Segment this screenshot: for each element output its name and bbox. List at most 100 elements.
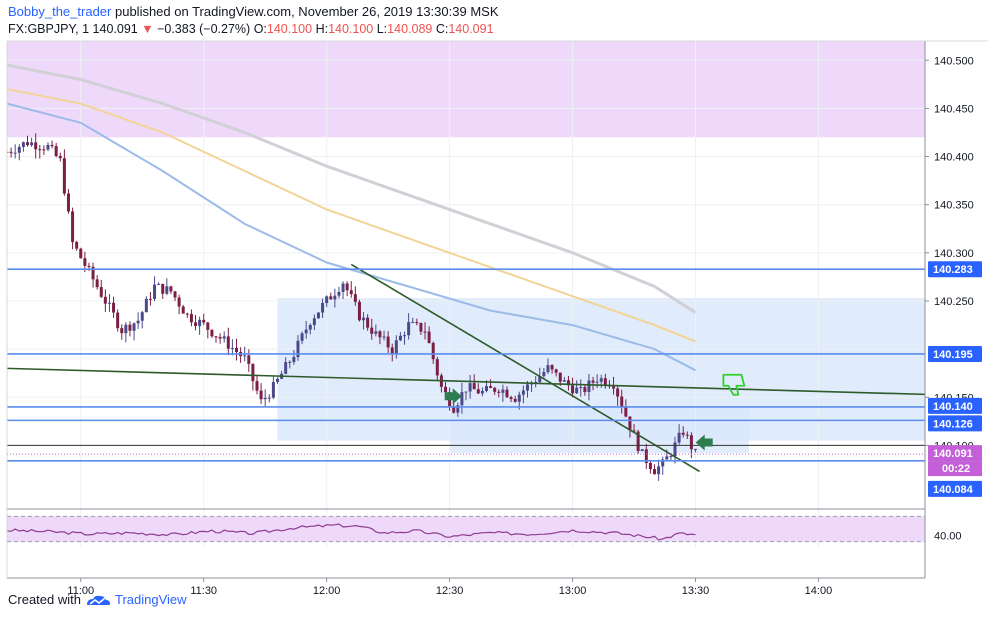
candle-body — [263, 397, 267, 400]
candle-body — [390, 347, 394, 354]
level-tag-3: 140.126 — [933, 418, 973, 430]
candle-body — [206, 322, 210, 330]
candle — [251, 363, 255, 391]
candle — [366, 314, 370, 331]
x-tick-label-5: 13:30 — [682, 585, 710, 597]
trendline-0 — [7, 367, 925, 396]
y-tick-label-5: 140.250 — [934, 296, 974, 308]
candle — [501, 384, 505, 402]
candle-body — [669, 456, 673, 458]
candle-body — [579, 387, 583, 389]
candle-body — [374, 331, 378, 334]
candle — [198, 316, 202, 335]
candle-body — [505, 389, 509, 398]
candle-body — [575, 387, 579, 394]
candle — [620, 389, 624, 414]
candle — [480, 387, 484, 397]
candle — [476, 383, 480, 395]
last-price-tag-bg — [928, 445, 982, 462]
candle-body — [66, 193, 70, 212]
candle-body — [124, 324, 128, 334]
candle-body — [345, 283, 349, 291]
candle — [124, 322, 128, 343]
level-tag-0-bg — [928, 261, 982, 278]
candle-body — [71, 211, 75, 243]
candle-body — [17, 146, 21, 153]
candle — [99, 279, 103, 299]
candle-body — [644, 449, 648, 464]
candle-body — [353, 294, 357, 302]
candle-body — [554, 369, 558, 373]
low-value: 140.089 — [387, 22, 433, 36]
green-arrow-left-icon — [695, 434, 713, 451]
candle-body — [517, 394, 521, 402]
candle-body — [128, 324, 132, 331]
candle — [464, 391, 468, 401]
rsi-line — [7, 523, 696, 541]
author-link[interactable]: Bobby_the_trader — [8, 4, 112, 19]
candle — [116, 309, 120, 332]
candle — [513, 395, 517, 403]
candle — [362, 311, 366, 330]
candle-body — [300, 333, 304, 341]
candle-body — [378, 331, 382, 338]
candle — [427, 326, 431, 344]
countdown-tag: 00:22 — [942, 463, 970, 475]
candle — [300, 331, 304, 345]
candle — [632, 424, 636, 432]
candle-body — [308, 325, 312, 330]
candle — [591, 376, 595, 391]
candle — [112, 296, 116, 318]
candle — [657, 459, 661, 481]
candle-body — [632, 430, 636, 432]
candle-body — [173, 291, 177, 298]
candle — [157, 282, 161, 286]
y-tick-label-3: 140.350 — [934, 200, 974, 212]
grid — [7, 41, 925, 548]
candle-body — [653, 469, 657, 475]
candle — [148, 291, 152, 306]
candle — [431, 341, 435, 364]
candle — [267, 394, 271, 403]
candle-body — [169, 286, 173, 292]
candle-body — [7, 151, 9, 153]
candle-body — [435, 359, 439, 376]
candle — [411, 317, 415, 324]
candle-body — [34, 142, 38, 150]
candle — [390, 343, 394, 362]
candle-body — [333, 295, 337, 300]
candle — [509, 395, 513, 403]
candle — [603, 373, 607, 389]
candle-body — [116, 312, 120, 329]
candle — [677, 424, 681, 445]
candle — [370, 318, 374, 340]
candle — [296, 335, 300, 361]
close-label: C: — [435, 22, 449, 36]
candle-body — [357, 301, 361, 321]
candle-body — [476, 389, 480, 394]
ohlc-line: FX:GBPJPY, 1 140.091 ▼ −0.383 (−0.27%) O… — [8, 22, 494, 36]
last-price-tag: 140.091 — [933, 448, 973, 460]
candle-body — [382, 336, 386, 338]
candle-body — [337, 291, 341, 296]
candle-body — [595, 381, 599, 383]
candle — [140, 310, 144, 329]
candle-body — [657, 466, 661, 475]
close-value: 140.091 — [448, 22, 494, 36]
candle-body — [403, 335, 407, 337]
trendline-1 — [350, 263, 701, 473]
candle-body — [628, 416, 632, 431]
candle-body — [444, 386, 448, 393]
candle — [378, 330, 382, 345]
candle-body — [235, 347, 238, 353]
x-tick-label-4: 13:00 — [559, 585, 587, 597]
candle — [460, 382, 464, 414]
publish-line: Bobby_the_trader published on TradingVie… — [8, 4, 498, 19]
candle-body — [185, 313, 189, 315]
open-value: 140.100 — [266, 22, 313, 36]
candle-body — [189, 313, 193, 323]
tradingview-link[interactable]: TradingView — [114, 592, 187, 607]
candle-body — [484, 386, 488, 391]
candle — [95, 275, 99, 290]
